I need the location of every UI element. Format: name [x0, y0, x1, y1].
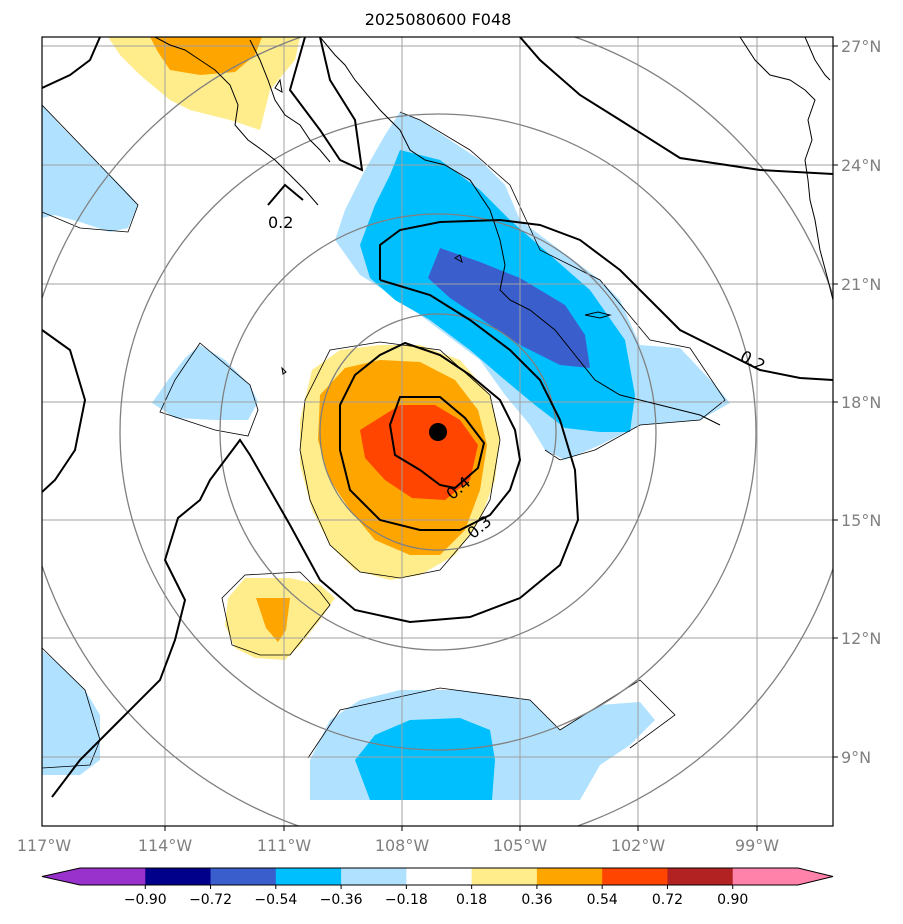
lon-label-108w: 108°W — [375, 836, 430, 855]
colorbar: −0.90 −0.72 −0.54 −0.36 −0.18 0.18 0.36 0.54 0.7… — [41, 867, 834, 908]
lat-label-12n: 12°N — [841, 629, 881, 648]
colorbar-tick-label: 0.90 — [717, 892, 748, 908]
colorbar-tick-label: −0.18 — [385, 892, 428, 908]
colorbar-tick-label: −0.72 — [189, 892, 232, 908]
colorbar-tick-label: −0.54 — [254, 892, 297, 908]
storm-center-marker — [429, 423, 447, 441]
colorbar-tick-label: 0.54 — [587, 892, 618, 908]
colorbar-outline — [41, 867, 834, 886]
lon-label-99w: 99°W — [735, 836, 779, 855]
lon-label-105w: 105°W — [493, 836, 548, 855]
warm-anomaly-sw-core — [256, 598, 290, 642]
height-contours — [42, 37, 833, 798]
cold-anomaly-band-core — [428, 248, 590, 368]
map-title: 2025080600 F048 — [364, 10, 512, 29]
contour-label-0-2-west: 0.2 — [268, 213, 293, 232]
lat-label-21n: 21°N — [841, 275, 881, 294]
colorbar-tick-label: 0.36 — [521, 892, 552, 908]
colorbar-segment — [471, 868, 538, 885]
colorbar-segment — [145, 868, 212, 885]
colorbar-segment — [667, 868, 734, 885]
colorbar-tick-label: −0.36 — [320, 892, 363, 908]
lon-label-102w: 102°W — [611, 836, 666, 855]
warm-anomaly-storm-core — [360, 405, 478, 500]
lon-label-111w: 111°W — [257, 836, 312, 855]
colorbar-tick-label: 0.72 — [652, 892, 683, 908]
colorbar-segment — [210, 868, 277, 885]
warm-anomaly-nw — [108, 37, 300, 130]
colorbar-segment — [536, 868, 603, 885]
lat-label-27n: 27°N — [841, 37, 881, 56]
lat-ticks — [833, 45, 838, 758]
lat-label-15n: 15°N — [841, 511, 881, 530]
colorbar-extend-min — [42, 868, 80, 885]
colorbar-extend-max — [798, 868, 833, 885]
colorbar-segment — [406, 868, 473, 885]
colorbar-segment — [80, 868, 146, 885]
colorbar-segment — [732, 868, 799, 885]
lon-label-117w: 117°W — [17, 836, 72, 855]
coastlines — [154, 37, 833, 426]
lat-label-9n: 9°N — [841, 748, 871, 767]
cold-anomaly-south-core — [355, 718, 495, 800]
colorbar-segment — [341, 868, 407, 885]
colorbar-segment — [602, 868, 668, 885]
cold-anomaly-west — [42, 105, 138, 232]
cold-anomaly-small — [152, 345, 258, 420]
range-rings — [42, 37, 833, 826]
lon-label-114w: 114°W — [138, 836, 193, 855]
lat-label-18n: 18°N — [841, 393, 881, 412]
lon-ticks — [164, 826, 758, 831]
colorbar-tick-label: −0.90 — [124, 892, 167, 908]
lat-label-24n: 24°N — [841, 156, 881, 175]
colorbar-tick-label: 0.18 — [456, 892, 487, 908]
map-border — [41, 36, 834, 827]
colorbar-segment — [275, 868, 342, 885]
cold-anomaly-sw — [42, 650, 100, 775]
